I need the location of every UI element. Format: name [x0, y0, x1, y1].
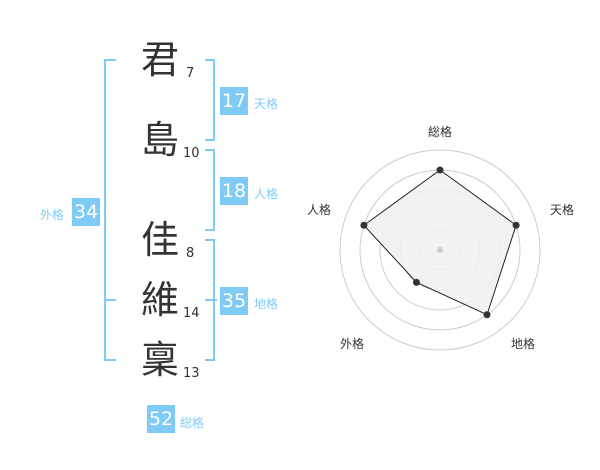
bracket-tick [205, 299, 217, 301]
stroke-count: 13 [183, 366, 200, 381]
name-char: 稟 [140, 338, 179, 382]
radar-point [512, 221, 520, 229]
name-char: 佳 [140, 218, 179, 262]
radar-axis-label: 天格 [550, 203, 575, 217]
tenkaku-label: 天格 [254, 97, 279, 111]
gaikaku-value: 34 [72, 198, 100, 226]
radar-ring [339, 149, 541, 351]
radar-point [412, 278, 420, 286]
radar-axis-label: 外格 [340, 337, 365, 351]
radar-point [483, 311, 491, 319]
stroke-count: 7 [186, 66, 195, 81]
radar-point [360, 221, 368, 229]
gaikaku-bracket [104, 59, 116, 361]
soukaku-value: 52 [147, 405, 175, 433]
radar-center [437, 247, 443, 253]
stroke-count: 10 [183, 146, 200, 161]
name-char: 君 [140, 38, 179, 82]
radar-polygon [363, 169, 517, 316]
radar-point [436, 166, 444, 174]
chikaku-label: 地格 [254, 297, 279, 311]
jinkaku-label: 人格 [254, 187, 279, 201]
radar-axis-label: 総格 [428, 125, 453, 139]
stroke-count: 14 [183, 306, 200, 321]
jinkaku-bracket [205, 149, 215, 231]
name-char: 維 [140, 278, 179, 322]
chikaku-value: 35 [220, 287, 248, 315]
soukaku-label: 総格 [180, 416, 205, 430]
stroke-count: 8 [186, 246, 195, 261]
tenkaku-bracket [205, 59, 215, 141]
gaikaku-label: 外格 [40, 208, 65, 222]
tenkaku-value: 17 [220, 87, 248, 115]
bracket-tick [104, 299, 116, 301]
radar-axis-label: 地格 [511, 337, 536, 351]
name-char: 島 [140, 118, 179, 162]
radar-axis-label: 人格 [307, 203, 332, 217]
jinkaku-value: 18 [220, 177, 248, 205]
